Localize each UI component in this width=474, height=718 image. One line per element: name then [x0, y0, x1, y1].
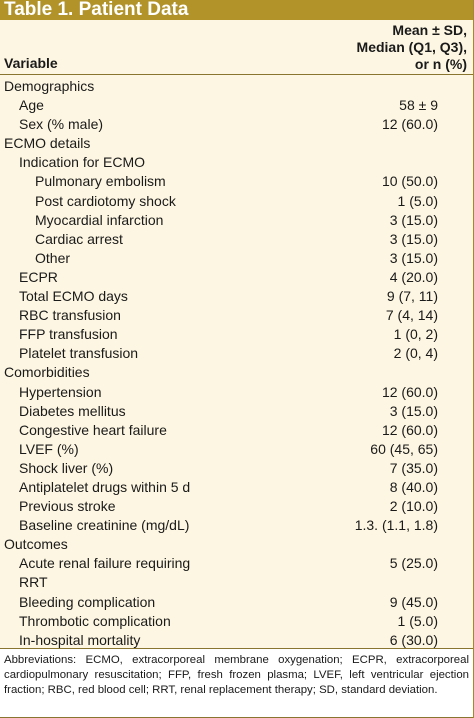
row-value: 6 (30.0) [389, 631, 438, 648]
table-row: Pulmonary embolism 10 (50.0) [0, 172, 473, 191]
table-row: Acute renal failure requiring 5 (25.0) [0, 554, 473, 573]
table-row: Antiplatelet drugs within 5 d 8 (40.0) [0, 478, 473, 497]
row-label: Previous stroke [19, 498, 116, 515]
table-row: Outcomes [0, 535, 473, 554]
row-label: Comorbidities [4, 364, 90, 381]
statistic-header-line: or n (%) [414, 56, 467, 72]
table-row: Sex (% male) 12 (60.0) [0, 115, 473, 134]
row-label: Hypertension [19, 383, 102, 400]
row-label: Acute renal failure requiring [19, 555, 191, 572]
table-row: Diabetes mellitus 3 (15.0) [0, 402, 473, 421]
row-label: Diabetes mellitus [19, 402, 126, 419]
table-row: Congestive heart failure 12 (60.0) [0, 421, 473, 440]
table-row: Cardiac arrest 3 (15.0) [0, 230, 473, 249]
row-label: Baseline creatinine (mg/dL) [19, 517, 190, 534]
table-row: Age 58 ± 9 [0, 96, 473, 115]
row-value: 1.3. (1.1, 1.8) [354, 517, 438, 534]
table-row: Thrombotic complication 1 (5.0) [0, 612, 473, 631]
row-label: Bleeding complication [19, 593, 156, 610]
table-row: Post cardiotomy shock 1 (5.0) [0, 192, 473, 211]
row-value: 3 (15.0) [389, 211, 438, 228]
row-label: RRT [19, 574, 48, 591]
statistic-header-line: Median (Q1, Q3), [356, 39, 467, 55]
row-label: Congestive heart failure [19, 421, 167, 438]
row-label: Myocardial infarction [35, 211, 164, 228]
row-label: Cardiac arrest [35, 230, 123, 247]
row-value: 5 (25.0) [389, 555, 438, 572]
row-label: FFP transfusion [19, 326, 118, 343]
table-row: Indication for ECMO [0, 153, 473, 172]
table-row: Other 3 (15.0) [0, 249, 473, 268]
row-label: Demographics [4, 78, 95, 94]
table-title: Table 1. Patient Data [0, 0, 473, 20]
row-value: 3 (15.0) [389, 402, 438, 419]
table-row: Baseline creatinine (mg/dL) 1.3. (1.1, 1.… [0, 516, 473, 535]
row-value: 1 (5.0) [397, 612, 438, 629]
row-value: 7 (35.0) [389, 459, 438, 476]
row-value: 12 (60.0) [381, 116, 438, 133]
row-value: 10 (50.0) [381, 173, 438, 190]
row-value: 3 (15.0) [389, 230, 438, 247]
row-label: ECMO details [4, 135, 91, 152]
row-value: 9 (45.0) [389, 593, 438, 610]
statistic-column-header: Mean ± SD, Median (Q1, Q3), or n (%) [357, 22, 467, 73]
row-value: 1 (5.0) [397, 192, 438, 209]
row-value: 2 (0, 4) [393, 345, 438, 362]
row-label: Total ECMO days [19, 288, 128, 305]
row-label: ECPR [19, 268, 58, 285]
table-row: ECPR 4 (20.0) [0, 268, 473, 287]
row-label: Indication for ECMO [19, 154, 146, 171]
row-label: Other [35, 249, 71, 266]
table-header: Variable Mean ± SD, Median (Q1, Q3), or … [0, 20, 473, 75]
row-label: Sex (% male) [19, 116, 104, 133]
row-value: 7 (4, 14) [385, 307, 438, 324]
row-label: In-hospital mortality [19, 631, 141, 648]
row-value: 4 (20.0) [389, 268, 438, 285]
row-label: Shock liver (%) [19, 459, 114, 476]
table-row: Shock liver (%) 7 (35.0) [0, 459, 473, 478]
row-label: Age [19, 97, 44, 114]
statistic-header-line: Mean ± SD, [392, 22, 467, 38]
row-value: 12 (60.0) [381, 383, 438, 400]
table-row: Previous stroke 2 (10.0) [0, 497, 473, 516]
abbreviations-footnote: Abbreviations: ECMO, extracorporeal memb… [0, 648, 473, 718]
table-row: Myocardial infarction 3 (15.0) [0, 211, 473, 230]
row-label: Pulmonary embolism [35, 173, 166, 190]
row-value: 9 (7, 11) [386, 288, 438, 305]
row-value: 3 (15.0) [389, 249, 438, 266]
variable-column-header: Variable [4, 55, 58, 71]
table-row: Hypertension 12 (60.0) [0, 383, 473, 402]
row-value: 8 (40.0) [389, 478, 438, 495]
table-body: Variable Mean ± SD, Median (Q1, Q3), or … [0, 20, 473, 648]
table-row: ECMO details [0, 134, 473, 153]
table-row: Demographics [0, 77, 473, 96]
row-label: Post cardiotomy shock [35, 192, 176, 209]
table-row: RBC transfusion 7 (4, 14) [0, 306, 473, 325]
table-row: Platelet transfusion 2 (0, 4) [0, 344, 473, 363]
table-row: LVEF (%) 60 (45, 65) [0, 440, 473, 459]
row-label: Outcomes [4, 536, 68, 553]
row-label: Antiplatelet drugs within 5 d [19, 478, 191, 495]
row-value: 2 (10.0) [389, 498, 438, 515]
table-row: Comorbidities [0, 363, 473, 382]
row-label: LVEF (%) [19, 440, 79, 457]
row-label: Platelet transfusion [19, 345, 139, 362]
row-label: Thrombotic complication [19, 612, 171, 629]
row-value: 1 (0, 2) [393, 326, 438, 343]
table-row: RRT [0, 573, 473, 592]
table-row: Total ECMO days 9 (7, 11) [0, 287, 473, 306]
table-rows: Demographics Age 58 ± 9 Sex (% male) 12 (60.… [0, 75, 473, 650]
table-row: In-hospital mortality 6 (30.0) [0, 631, 473, 650]
row-value: 58 ± 9 [399, 97, 438, 114]
row-value: 12 (60.0) [381, 421, 438, 438]
table-row: FFP transfusion 1 (0, 2) [0, 325, 473, 344]
row-value: 60 (45, 65) [370, 440, 438, 457]
row-label: RBC transfusion [19, 307, 121, 324]
table-row: Bleeding complication 9 (45.0) [0, 593, 473, 612]
